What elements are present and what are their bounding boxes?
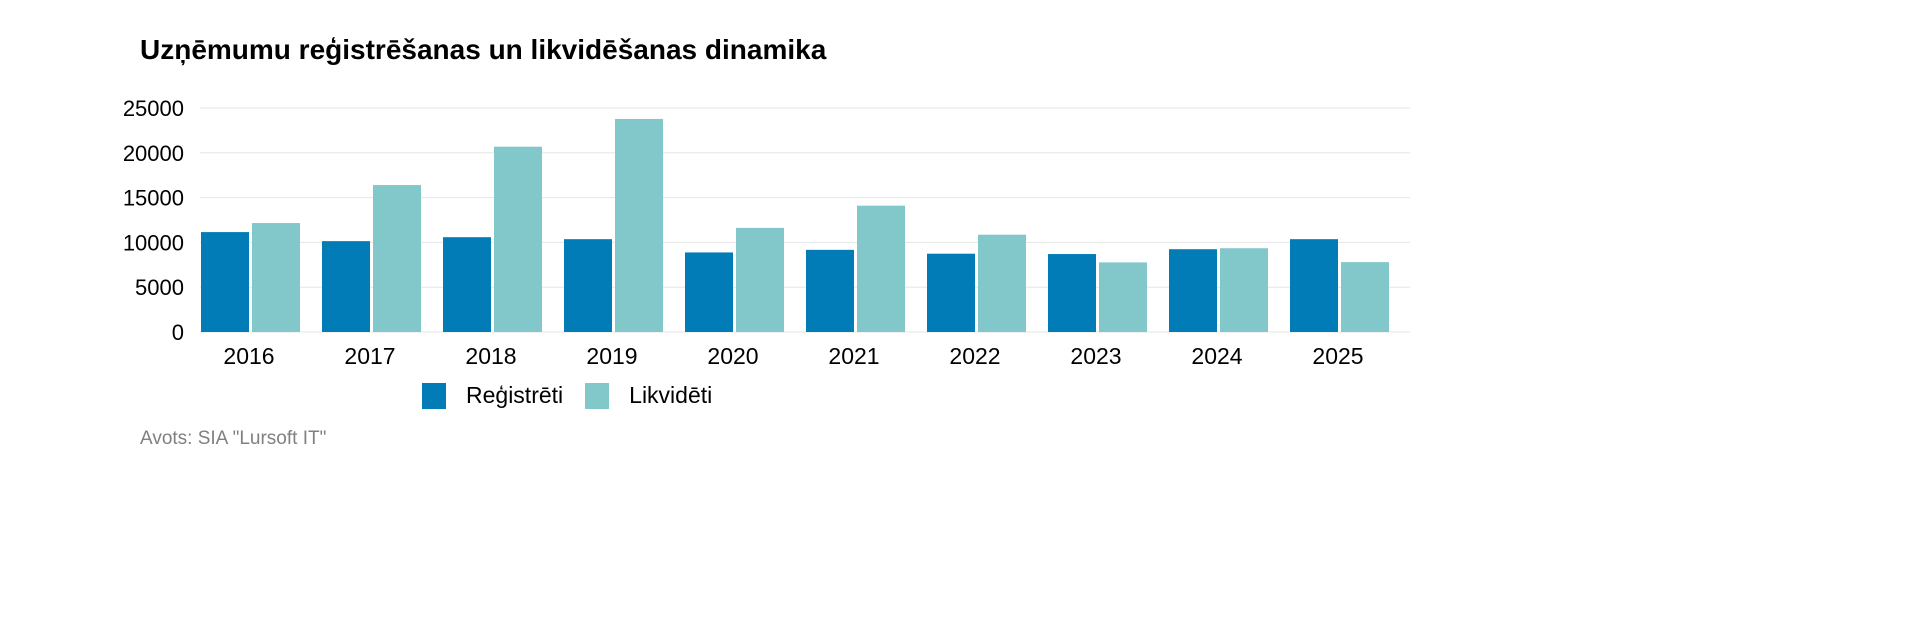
bar-likvideti-2016 <box>252 223 300 332</box>
x-tick-label: 2025 <box>1312 343 1363 369</box>
legend-label: Reģistrēti <box>466 382 564 408</box>
bar-likvideti-2020 <box>736 227 784 332</box>
y-tick-label: 15000 <box>123 186 184 211</box>
chart-title: Uzņēmumu reģistrēšanas un likvidēšanas d… <box>140 34 827 65</box>
x-tick-label: 2021 <box>828 343 879 369</box>
y-tick-label: 0 <box>172 320 184 345</box>
bar-likvideti-2023 <box>1099 262 1147 332</box>
y-tick-label: 10000 <box>123 230 184 255</box>
bar-likvideti-2024 <box>1220 248 1268 332</box>
legend: Reģistrēti Likvidēti <box>422 382 734 409</box>
y-tick-label: 5000 <box>135 275 184 300</box>
bar-likvideti-2021 <box>857 205 905 332</box>
bar-registreti-2018 <box>443 237 491 332</box>
source-note: Avots: SIA "Lursoft IT" <box>140 428 327 449</box>
legend-swatch <box>422 382 446 409</box>
x-tick-label: 2020 <box>707 343 758 369</box>
legend-swatch <box>585 382 610 409</box>
bar-likvideti-2019 <box>615 118 663 332</box>
legend-item-registreti: Reģistrēti <box>422 382 563 409</box>
bar-registreti-2023 <box>1048 254 1096 332</box>
x-tick-label: 2018 <box>465 343 516 369</box>
y-tick-label: 25000 <box>123 96 184 121</box>
bar-likvideti-2025 <box>1341 262 1389 332</box>
bar-registreti-2022 <box>927 253 975 332</box>
bar-registreti-2016 <box>201 232 249 332</box>
bar-registreti-2019 <box>564 239 612 332</box>
bar-registreti-2021 <box>806 249 854 332</box>
x-tick-label: 2016 <box>223 343 274 369</box>
x-tick-label: 2017 <box>344 343 395 369</box>
bar-registreti-2025 <box>1290 239 1338 332</box>
legend-item-likvideti: Likvidēti <box>585 382 712 409</box>
bar-likvideti-2017 <box>373 185 421 332</box>
x-tick-label: 2019 <box>586 343 637 369</box>
x-tick-label: 2022 <box>949 343 1000 369</box>
legend-label: Likvidēti <box>629 382 713 408</box>
bar-likvideti-2022 <box>978 234 1026 332</box>
bar-likvideti-2018 <box>494 146 542 332</box>
x-tick-label: 2024 <box>1191 343 1242 369</box>
bar-registreti-2020 <box>685 252 733 332</box>
bar-registreti-2017 <box>322 241 370 332</box>
x-tick-label: 2023 <box>1070 343 1121 369</box>
bar-registreti-2024 <box>1169 249 1217 332</box>
y-tick-label: 20000 <box>123 141 184 166</box>
